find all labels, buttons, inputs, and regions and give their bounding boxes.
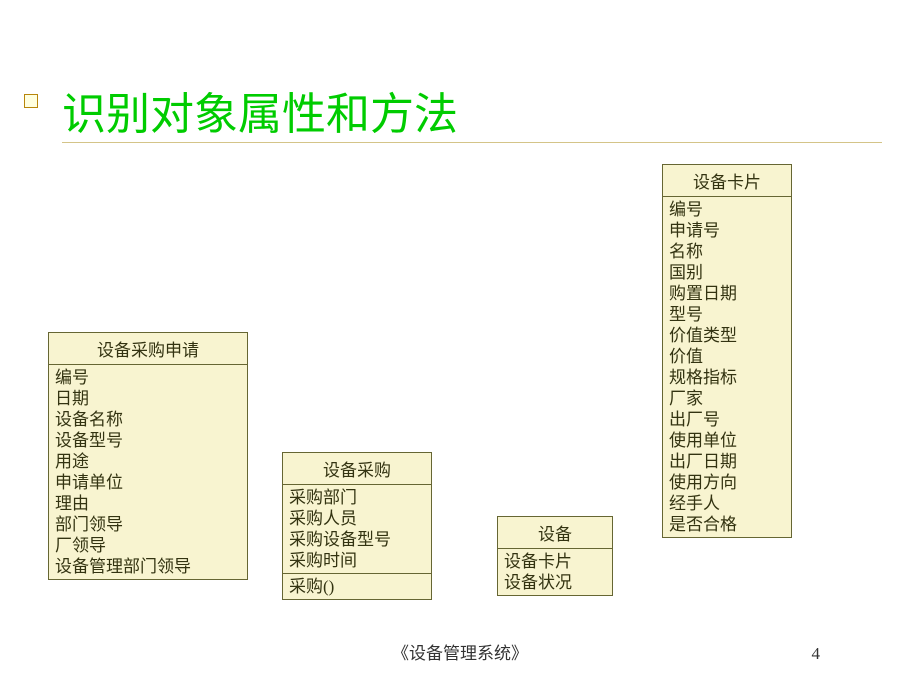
attribute-item: 设备状况 (504, 572, 606, 593)
attribute-item: 采购时间 (289, 550, 425, 571)
class-box-equipment: 设备 设备卡片设备状况 (497, 516, 613, 596)
attribute-item: 价值类型 (669, 325, 785, 346)
slide-bullet-marker (24, 94, 38, 108)
footer-text: 《设备管理系统》 (0, 639, 920, 664)
attribute-item: 采购设备型号 (289, 529, 425, 550)
attribute-item: 经手人 (669, 493, 785, 514)
attribute-item: 规格指标 (669, 367, 785, 388)
attribute-item: 设备名称 (55, 409, 241, 430)
attributes-section: 编号日期设备名称设备型号用途申请单位理由部门领导厂领导设备管理部门领导 (49, 365, 247, 579)
attribute-item: 编号 (55, 367, 241, 388)
attribute-item: 是否合格 (669, 514, 785, 535)
attribute-item: 部门领导 (55, 514, 241, 535)
attribute-item: 设备卡片 (504, 551, 606, 572)
class-box-purchase: 设备采购 采购部门采购人员采购设备型号采购时间 采购() (282, 452, 432, 600)
attribute-item: 编号 (669, 199, 785, 220)
attribute-item: 购置日期 (669, 283, 785, 304)
attribute-item: 型号 (669, 304, 785, 325)
attribute-item: 申请号 (669, 220, 785, 241)
page-title: 识别对象属性和方法 (62, 78, 458, 142)
attribute-item: 设备管理部门领导 (55, 556, 241, 577)
methods-section: 采购() (283, 574, 431, 599)
method-item: 采购() (289, 576, 425, 597)
attribute-item: 厂领导 (55, 535, 241, 556)
attribute-item: 名称 (669, 241, 785, 262)
attributes-section: 编号申请号名称国别购置日期型号价值类型价值规格指标厂家出厂号使用单位出厂日期使用… (663, 197, 791, 537)
attribute-item: 使用单位 (669, 430, 785, 451)
class-title: 设备采购申请 (49, 333, 247, 365)
class-box-equipment-card: 设备卡片 编号申请号名称国别购置日期型号价值类型价值规格指标厂家出厂号使用单位出… (662, 164, 792, 538)
page-number: 4 (812, 644, 821, 664)
class-title: 设备卡片 (663, 165, 791, 197)
attribute-item: 申请单位 (55, 472, 241, 493)
attributes-section: 设备卡片设备状况 (498, 549, 612, 595)
attribute-item: 理由 (55, 493, 241, 514)
attribute-item: 出厂号 (669, 409, 785, 430)
class-title: 设备 (498, 517, 612, 549)
class-box-purchase-request: 设备采购申请 编号日期设备名称设备型号用途申请单位理由部门领导厂领导设备管理部门… (48, 332, 248, 580)
attribute-item: 厂家 (669, 388, 785, 409)
attributes-section: 采购部门采购人员采购设备型号采购时间 (283, 485, 431, 574)
attribute-item: 用途 (55, 451, 241, 472)
class-title: 设备采购 (283, 453, 431, 485)
attribute-item: 日期 (55, 388, 241, 409)
attribute-item: 使用方向 (669, 472, 785, 493)
title-underline (62, 142, 882, 143)
attribute-item: 国别 (669, 262, 785, 283)
attribute-item: 采购人员 (289, 508, 425, 529)
attribute-item: 采购部门 (289, 487, 425, 508)
attribute-item: 设备型号 (55, 430, 241, 451)
attribute-item: 出厂日期 (669, 451, 785, 472)
attribute-item: 价值 (669, 346, 785, 367)
